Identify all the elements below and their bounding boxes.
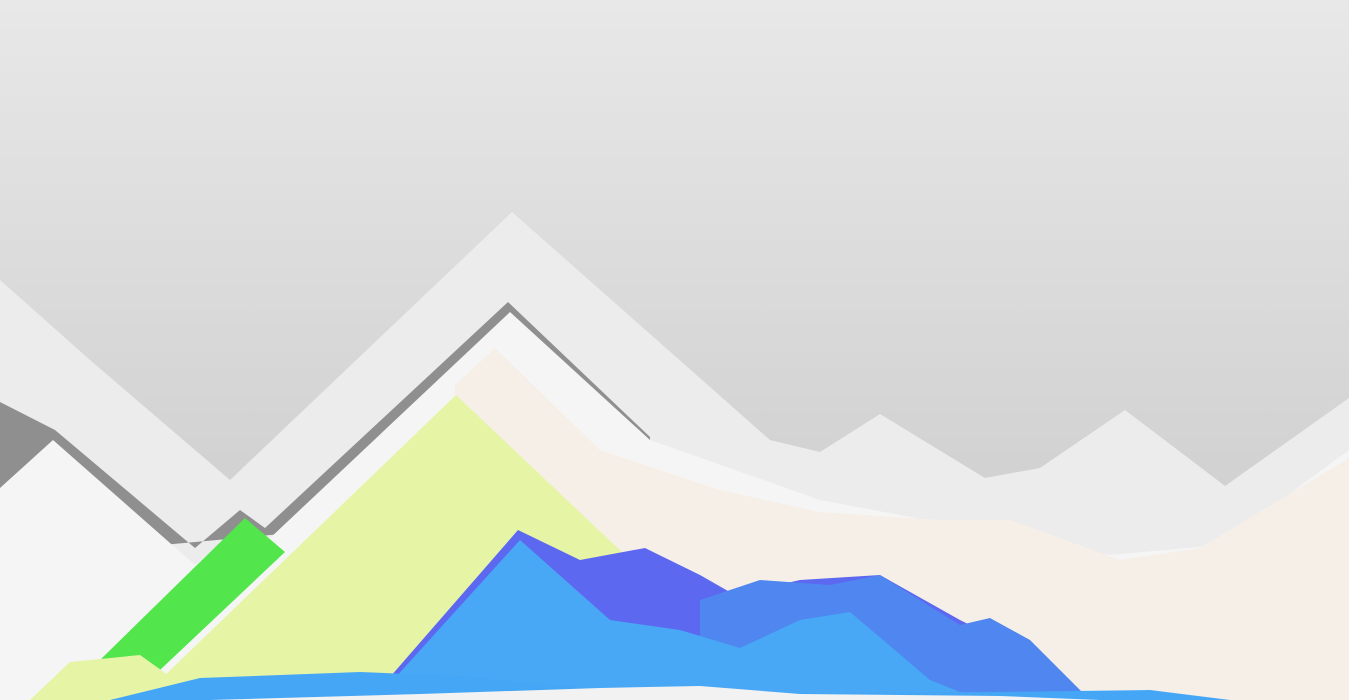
green-peak xyxy=(100,518,285,670)
foreground-snow-strip xyxy=(210,686,1100,700)
foreground-blue-band xyxy=(110,672,1230,700)
sky-blue-peak xyxy=(375,540,980,700)
